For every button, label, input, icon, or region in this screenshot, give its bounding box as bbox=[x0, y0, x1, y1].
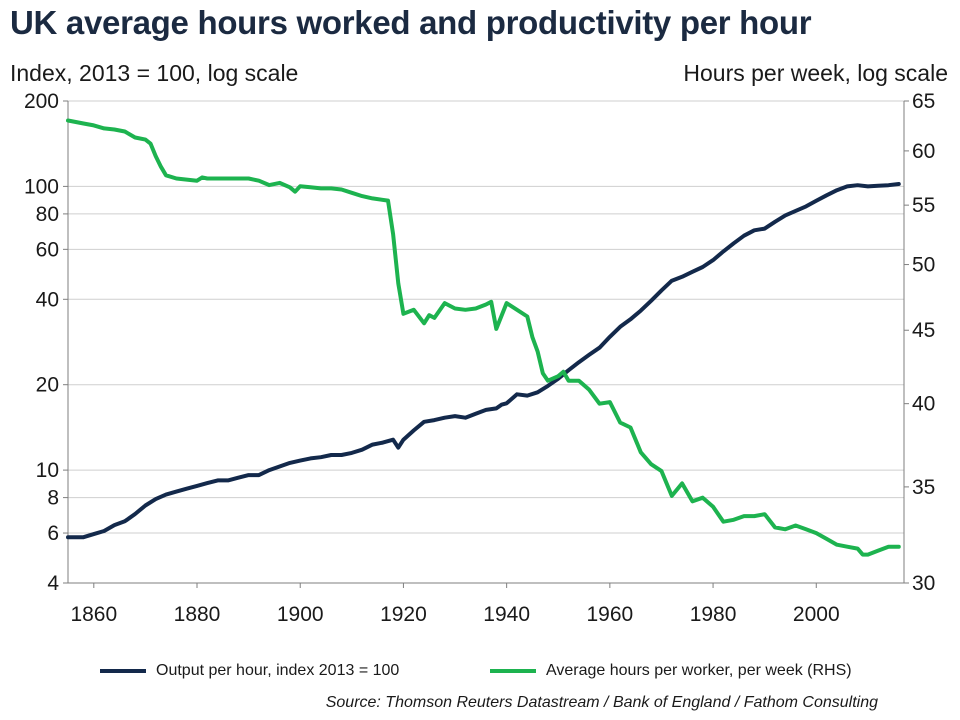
left-tick-label: 100 bbox=[24, 175, 59, 198]
right-tick-label: 40 bbox=[912, 393, 935, 416]
left-tick-label: 10 bbox=[36, 459, 59, 482]
source-note: Source: Thomson Reuters Datastream / Ban… bbox=[325, 694, 878, 711]
axes: 4 6 8 10 20 40 60 80 100 200 30 35 40 45 50 55 60 65 1860 1… bbox=[24, 90, 935, 626]
x-tick-label: 1880 bbox=[174, 603, 221, 626]
left-tick-label: 80 bbox=[36, 203, 59, 226]
left-tick-label: 8 bbox=[47, 487, 59, 510]
right-tick-label: 55 bbox=[912, 194, 935, 217]
right-tick-label: 60 bbox=[912, 140, 935, 163]
right-axis-label: Hours per week, log scale bbox=[683, 60, 948, 86]
legend-label-output: Output per hour, index 2013 = 100 bbox=[156, 662, 400, 679]
right-tick-label: 30 bbox=[912, 572, 935, 595]
legend-swatch-hours bbox=[490, 669, 536, 673]
right-tick-label: 50 bbox=[912, 254, 935, 277]
right-tick-label: 45 bbox=[912, 319, 935, 342]
legend-item-hours: Average hours per worker, per week (RHS) bbox=[490, 662, 852, 680]
legend: Output per hour, index 2013 = 100 Averag… bbox=[0, 662, 960, 688]
left-tick-label: 4 bbox=[47, 572, 59, 595]
grid-lines bbox=[68, 100, 904, 584]
series-lines bbox=[66, 118, 901, 557]
left-tick-label: 60 bbox=[36, 238, 59, 261]
x-tick-label: 1960 bbox=[586, 603, 633, 626]
left-tick-label: 40 bbox=[36, 288, 59, 311]
average-hours-line bbox=[66, 118, 901, 557]
x-tick-label: 1940 bbox=[483, 603, 530, 626]
x-tick-label: 1860 bbox=[70, 603, 117, 626]
left-axis-label: Index, 2013 = 100, log scale bbox=[10, 60, 299, 86]
legend-item-output: Output per hour, index 2013 = 100 bbox=[100, 662, 399, 680]
x-tick-label: 1920 bbox=[380, 603, 427, 626]
chart-title: UK average hours worked and productivity… bbox=[10, 4, 812, 41]
left-tick-label: 20 bbox=[36, 374, 59, 397]
left-tick-label: 6 bbox=[47, 522, 59, 545]
left-tick-label: 200 bbox=[24, 90, 59, 113]
x-tick-label: 1900 bbox=[277, 603, 324, 626]
legend-swatch-output bbox=[100, 669, 146, 673]
right-tick-label: 65 bbox=[912, 90, 935, 113]
output-per-hour-line bbox=[66, 182, 901, 540]
x-tick-label: 2000 bbox=[793, 603, 840, 626]
legend-label-hours: Average hours per worker, per week (RHS) bbox=[546, 662, 852, 679]
x-tick-label: 1980 bbox=[690, 603, 737, 626]
right-tick-label: 35 bbox=[912, 476, 935, 499]
